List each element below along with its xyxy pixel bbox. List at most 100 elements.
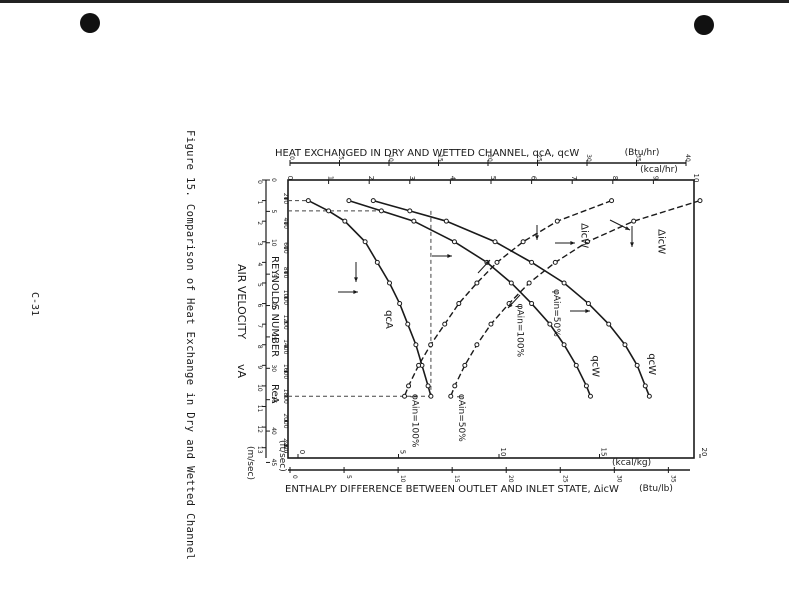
- upper-kcal-tick-label: 10: [692, 174, 700, 183]
- top-btu-tick-label: 10: [387, 154, 394, 162]
- data-point-4: [697, 198, 703, 204]
- lower-kcal-kg-unit: (kcal/kg): [612, 458, 651, 468]
- data-point-3: [474, 280, 480, 286]
- upper-kcal-tick-label: 9: [651, 176, 659, 180]
- left-ftsec-tick-label: 40: [270, 427, 277, 435]
- data-point-1: [547, 321, 553, 327]
- top-btu-tick-label: 25: [536, 154, 543, 162]
- data-point-0: [326, 208, 332, 214]
- reynolds-tick-label: 1800: [282, 389, 289, 404]
- indicator-arrowhead: [535, 235, 539, 240]
- top-axis-title: HEAT EXCHANGED IN DRY AND WETTED CHANNEL…: [275, 148, 579, 159]
- data-point-0: [362, 239, 368, 245]
- data-point-0: [397, 301, 403, 307]
- series-line-2: [373, 199, 651, 397]
- data-point-1: [346, 198, 352, 204]
- data-point-1: [411, 218, 417, 224]
- left-ftsec-tick-label: 5: [270, 209, 277, 213]
- upper-kcal-tick-label: 0: [286, 176, 294, 180]
- left-ftsec-tick-label: 0: [270, 178, 277, 182]
- data-point-2: [606, 321, 612, 327]
- data-point-2: [646, 393, 652, 399]
- data-point-1: [378, 208, 384, 214]
- upper-kcal-tick-label: 3: [408, 176, 416, 180]
- series-label: φAin=50%: [456, 394, 466, 442]
- bottom-btu-lb-tick-label: 35: [669, 475, 676, 483]
- left-msec-unit: (m/sec): [245, 446, 255, 480]
- lower-kcal-kg-tick-label: 5: [399, 450, 407, 454]
- data-point-4: [462, 362, 468, 368]
- bottom-axis-unit: (Btu/lb): [639, 484, 673, 494]
- left-msec-tick-label: 13: [256, 446, 263, 454]
- bottom-btu-lb-tick-label: 20: [507, 475, 514, 483]
- data-point-0: [413, 342, 419, 348]
- reynolds-tick-label: 1200: [282, 314, 289, 329]
- data-point-4: [448, 393, 454, 399]
- reynolds-tick-label: 200: [282, 193, 289, 205]
- data-point-0: [425, 383, 431, 389]
- left-ftsec-tick-label: 15: [270, 270, 277, 278]
- data-point-3: [402, 393, 408, 399]
- left-msec-tick-label: 11: [256, 405, 263, 413]
- left-ftsec-tick-label: 45: [270, 459, 277, 467]
- bottom-btu-lb-tick-label: 10: [399, 475, 406, 483]
- top-btu-tick-label: 30: [585, 154, 592, 162]
- series-label: ΔicW: [578, 223, 589, 248]
- data-point-2: [561, 280, 567, 286]
- data-point-2: [585, 301, 591, 307]
- series-label: ΔicW: [656, 229, 667, 254]
- reynolds-tick-label: 600: [282, 242, 289, 254]
- indicator-arrowhead: [353, 290, 358, 294]
- data-point-0: [405, 321, 411, 327]
- upper-kcal-tick-label: 8: [611, 176, 619, 180]
- bottom-btu-lb-tick-label: 15: [453, 475, 460, 483]
- left-msec-tick-label: 7: [256, 324, 263, 328]
- indicator-arrowhead: [354, 277, 358, 282]
- data-point-3: [554, 218, 560, 224]
- data-point-4: [631, 218, 637, 224]
- series-label: qcW: [589, 355, 600, 377]
- left-msec-tick-label: 5: [256, 283, 263, 287]
- data-point-1: [529, 301, 535, 307]
- data-point-3: [494, 259, 500, 265]
- lower-kcal-kg-tick-label: 10: [499, 448, 507, 457]
- left-msec-tick-label: 2: [256, 221, 263, 225]
- indicator-arrowhead: [485, 260, 490, 265]
- upper-kcal-unit: (kcal/hr): [640, 165, 678, 175]
- bottom-btu-lb-tick-label: 25: [561, 475, 568, 483]
- series-line-0: [307, 199, 432, 397]
- top-btu-tick-label: 40: [684, 154, 691, 162]
- lower-kcal-kg-tick-label: 20: [700, 448, 708, 457]
- upper-kcal-tick-label: 4: [448, 176, 456, 181]
- reynolds-tick-label: 400: [282, 218, 289, 230]
- reynolds-title: REYNOLDS NUMBER: [269, 256, 280, 357]
- punch-hole-left: [80, 13, 100, 33]
- reynolds-tick-label: 1000: [282, 290, 289, 305]
- reynolds-tick-label: 2000: [282, 413, 289, 428]
- left-ftsec-tick-label: 10: [270, 239, 277, 247]
- upper-kcal-tick-label: 7: [570, 176, 578, 180]
- data-point-3: [416, 362, 422, 368]
- left-ftsec-tick-label: 20: [270, 302, 277, 310]
- data-point-4: [474, 342, 480, 348]
- left-msec-tick-label: 6: [256, 304, 263, 308]
- data-point-4: [526, 280, 532, 286]
- data-point-4: [552, 259, 558, 265]
- upper-kcal-tick-label: 5: [489, 176, 497, 180]
- reynolds-tick-label: 1600: [282, 364, 289, 379]
- indicator-arrowhead: [625, 226, 630, 230]
- data-point-2: [529, 259, 535, 265]
- reynolds-tick-label: 800: [282, 267, 289, 279]
- left-msec-tick-label: 1: [256, 201, 263, 205]
- data-point-1: [583, 383, 589, 389]
- top-axis-unit: (Btu/hr): [625, 148, 660, 158]
- top-btu-tick-label: 20: [486, 154, 493, 162]
- data-point-3: [428, 342, 434, 348]
- data-point-1: [561, 342, 567, 348]
- top-btu-tick-label: 15: [437, 154, 444, 162]
- left-axis-symbol: vA: [235, 364, 248, 379]
- left-msec-tick-label: 9: [256, 365, 263, 369]
- series-label: φAin=50%: [551, 289, 561, 337]
- lower-kcal-kg-tick-label: 15: [600, 448, 608, 457]
